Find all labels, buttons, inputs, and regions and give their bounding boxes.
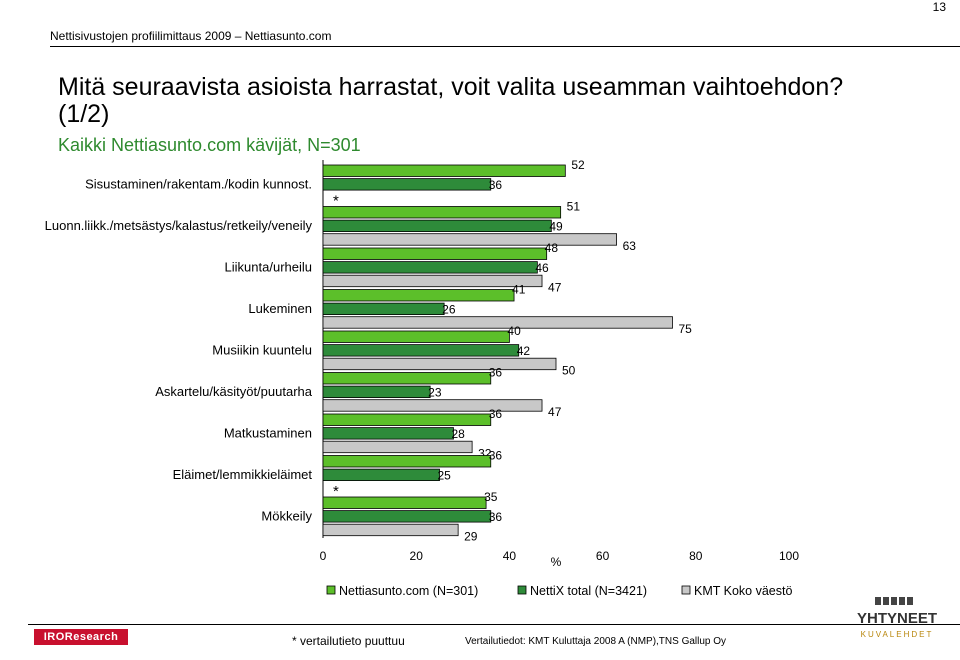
legend-swatch: [326, 585, 336, 595]
data-label: 47: [548, 405, 562, 419]
legend-swatch: [681, 585, 691, 595]
bar-2: [322, 510, 492, 523]
header-divider: [50, 46, 960, 47]
bar-3: [322, 316, 673, 329]
x-tick-label: 80: [689, 549, 703, 563]
brand-line-2: KUVALEHDET: [861, 630, 934, 639]
data-label: 36: [489, 407, 503, 421]
slide-title: Mitä seuraavista asioista harrastat, voi…: [58, 73, 844, 128]
legend-label: NettiX total (N=3421): [530, 584, 647, 598]
bar-2: [322, 178, 492, 191]
data-label: 46: [535, 261, 549, 275]
x-tick-label: 100: [779, 549, 799, 563]
category-label: Lukeminen: [248, 301, 312, 316]
bar-2: [322, 427, 454, 440]
yhtyneet-kuvalehdet-logo: YHTYNEET KUVALEHDET: [857, 597, 937, 639]
bar-chart: Sisustaminen/rakentam./kodin kunnost. 52 3…: [45, 158, 800, 598]
bar-2: [322, 385, 431, 399]
page-number: 13: [932, 0, 946, 14]
data-label: 36: [489, 510, 503, 524]
bar-1: [322, 289, 515, 302]
data-label: 41: [512, 283, 526, 297]
bar-3: [322, 233, 617, 246]
data-label: 63: [623, 239, 637, 253]
brand-line-1: YHTYNEET: [857, 610, 937, 627]
data-label: 51: [567, 200, 581, 214]
data-label: 25: [438, 469, 452, 483]
header-text: Nettisivustojen profiilimittaus 2009 – N…: [50, 29, 332, 43]
data-label: 40: [507, 324, 521, 338]
bar-1: [322, 413, 492, 426]
bar-1: [322, 164, 566, 177]
bar-1: [322, 330, 510, 343]
data-label: 29: [464, 530, 478, 544]
bar-3: [322, 399, 543, 412]
bar-3: [322, 357, 557, 371]
data-label: 75: [679, 322, 693, 336]
category-label: Liikunta/urheilu: [225, 259, 312, 274]
x-tick-label: 40: [503, 549, 517, 563]
bar-2: [322, 468, 440, 482]
data-label: 35: [484, 490, 498, 504]
bar-2: [322, 344, 520, 357]
footer-note: * vertailutieto puuttuu: [292, 634, 405, 648]
missing-data-marker: *: [333, 193, 339, 210]
x-axis-label: %: [551, 555, 562, 569]
bar-1: [322, 496, 487, 509]
data-label: 28: [451, 427, 465, 441]
data-label: 49: [549, 220, 563, 234]
bar-3: [322, 523, 459, 537]
iroresearch-logo: IROResearch: [34, 629, 128, 645]
footer-source: Vertailutiedot: KMT Kuluttaja 2008 A (NM…: [465, 636, 727, 647]
bar-3: [322, 274, 543, 288]
brand-mark-icon: [875, 597, 913, 605]
category-label: Musiikin kuuntelu: [212, 342, 312, 357]
category-label: Mökkeily: [261, 508, 312, 523]
missing-data-marker: *: [333, 483, 339, 500]
data-label: 48: [545, 241, 559, 255]
bar-1: [322, 247, 548, 260]
data-label: 47: [548, 281, 562, 295]
bar-3: [322, 440, 473, 454]
data-label: 36: [489, 366, 503, 380]
data-label: 52: [571, 158, 585, 172]
data-label: 50: [562, 364, 576, 378]
footer-divider: [28, 624, 960, 625]
category-label: Eläimet/lemmikkieläimet: [173, 467, 313, 482]
category-label: Matkustaminen: [224, 425, 312, 440]
legend-swatch: [517, 585, 527, 595]
bar-1: [322, 372, 492, 385]
category-label: Sisustaminen/rakentam./kodin kunnost.: [85, 176, 312, 191]
bar-2: [322, 219, 552, 233]
x-tick-label: 20: [410, 549, 424, 563]
bar-1: [322, 455, 492, 468]
legend-label: Nettiasunto.com (N=301): [339, 584, 478, 598]
category-label: Luonn.liikk./metsästys/kalastus/retkeily…: [45, 218, 313, 233]
slide-subtitle: Kaikki Nettiasunto.com kävijät, N=301: [58, 135, 361, 155]
data-label: 36: [489, 449, 503, 463]
data-label: 36: [489, 178, 503, 192]
bar-1: [322, 206, 562, 219]
x-tick-label: 0: [320, 549, 327, 563]
category-label: Askartelu/käsityöt/puutarha: [155, 384, 313, 399]
data-label: 26: [442, 303, 456, 317]
bar-2: [322, 302, 445, 316]
data-label: 42: [517, 344, 531, 358]
bar-2: [322, 261, 538, 274]
x-tick-label: 60: [596, 549, 610, 563]
data-label: 23: [428, 386, 442, 400]
legend-label: KMT Koko väestö: [694, 584, 792, 598]
